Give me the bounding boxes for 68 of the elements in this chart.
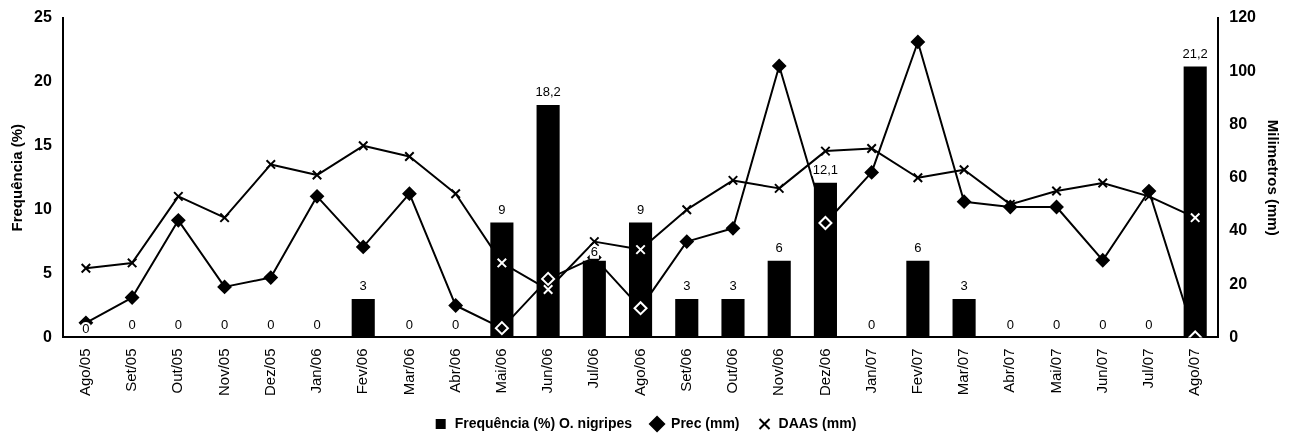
- x-tick-label: Mai/06: [492, 348, 510, 394]
- y2-tick-label: 0: [1229, 327, 1239, 345]
- data-label: 0: [452, 316, 460, 332]
- data-label: 6: [775, 239, 783, 255]
- y-tick-label: 25: [34, 8, 52, 26]
- x-tick-label: Jan/07: [861, 348, 879, 394]
- data-label: 3: [960, 278, 968, 294]
- data-label: 3: [359, 278, 367, 294]
- y2-tick-label: 20: [1229, 274, 1248, 292]
- y-axis-title: Frequência (%): [8, 123, 26, 232]
- y-tick-label: 20: [34, 72, 52, 90]
- x-tick-label: Nov/05: [214, 348, 232, 396]
- data-label: 0: [220, 316, 229, 332]
- x-tick-label: Set/06: [676, 348, 694, 392]
- data-label: 0: [1006, 316, 1014, 332]
- x-tick-label: Jun/07: [1092, 348, 1110, 394]
- y2-tick-label: 100: [1229, 61, 1257, 79]
- data-label: 0: [313, 316, 321, 332]
- data-label: 21,2: [1182, 45, 1208, 61]
- y2-tick-label: 80: [1229, 114, 1248, 132]
- x-tick-label: Mar/07: [954, 348, 972, 396]
- data-label: 0: [267, 316, 275, 332]
- x-tick-label: Ago/05: [76, 348, 94, 397]
- data-label: 9: [498, 201, 506, 217]
- data-label: 0: [174, 316, 182, 332]
- data-label: 6: [914, 239, 922, 255]
- data-label: 6: [590, 243, 598, 259]
- data-label: 0: [1052, 316, 1061, 332]
- x-tick-label: Dez/05: [260, 348, 278, 396]
- x-tick-label: Abr/07: [1000, 348, 1018, 393]
- x-tick-label: Fev/07: [908, 348, 926, 395]
- y-tick-label: 5: [42, 263, 52, 281]
- x-tick-label: Out/05: [168, 348, 186, 394]
- data-label: 0: [1099, 316, 1107, 332]
- legend-label: Prec (mm): [671, 414, 740, 431]
- y2-tick-label: 40: [1229, 221, 1248, 239]
- y-tick-label: 0: [42, 327, 52, 345]
- y2-tick-label: 60: [1229, 168, 1248, 186]
- x-tick-label: Out/06: [723, 348, 741, 394]
- x-tick-label: Jan/06: [307, 348, 325, 394]
- data-label: 12,1: [812, 161, 839, 177]
- x-tick-label: Jul/07: [1139, 348, 1157, 389]
- data-label: 0: [405, 316, 414, 332]
- y2-tick-label: 120: [1229, 8, 1257, 26]
- x-tick-label: Mai/07: [1046, 348, 1064, 394]
- y-tick-label: 10: [34, 200, 52, 218]
- x-tick-label: Jun/06: [538, 348, 556, 394]
- data-label: 18,2: [535, 83, 561, 99]
- data-label: 3: [729, 278, 737, 294]
- data-label: 0: [82, 320, 90, 336]
- data-label: 0: [1145, 316, 1153, 332]
- x-tick-label: Ago/06: [630, 348, 648, 397]
- data-label: 3: [683, 278, 691, 294]
- x-tick-label: Dez/06: [815, 348, 833, 396]
- y2-axis-title: Milimetros (mm): [1264, 119, 1282, 236]
- legend-label: Frequência (%) O. nigripes: [454, 414, 633, 431]
- legend-label: DAAS (mm): [778, 414, 857, 431]
- y-tick-label: 15: [34, 136, 52, 154]
- data-label: 9: [636, 201, 645, 217]
- x-tick-label: Fev/06: [353, 348, 371, 395]
- x-tick-label: Set/05: [122, 348, 140, 392]
- x-tick-label: Abr/06: [445, 348, 463, 393]
- data-label: 0: [128, 316, 136, 332]
- x-tick-label: Jul/06: [584, 348, 602, 389]
- data-label: 0: [868, 316, 876, 332]
- x-tick-label: Mar/06: [399, 348, 417, 396]
- x-tick-label: Nov/06: [769, 348, 787, 396]
- x-tick-label: Ago/07: [1185, 348, 1203, 397]
